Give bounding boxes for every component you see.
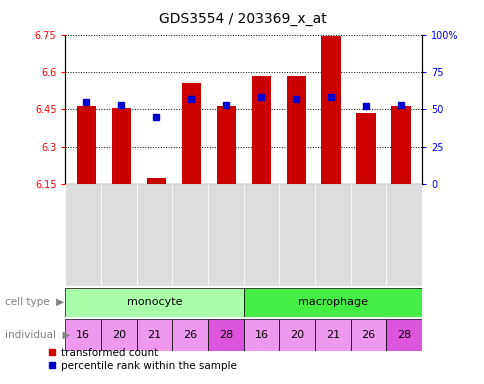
Bar <box>76 106 96 184</box>
Text: GDS3554 / 203369_x_at: GDS3554 / 203369_x_at <box>158 12 326 25</box>
Bar <box>101 319 136 351</box>
Bar <box>279 319 314 351</box>
Bar <box>216 106 235 184</box>
Text: 28: 28 <box>396 330 410 340</box>
Text: individual  ▶: individual ▶ <box>5 330 70 340</box>
Bar <box>147 178 166 184</box>
Bar <box>136 184 172 286</box>
Bar <box>251 76 270 184</box>
Bar <box>65 288 243 317</box>
Text: 26: 26 <box>361 330 375 340</box>
Text: 21: 21 <box>325 330 339 340</box>
Text: 20: 20 <box>112 330 126 340</box>
Bar <box>350 184 385 286</box>
Bar <box>286 76 305 184</box>
Bar <box>172 184 208 286</box>
Bar <box>385 184 421 286</box>
Bar <box>314 184 350 286</box>
Text: 21: 21 <box>147 330 161 340</box>
Text: 16: 16 <box>254 330 268 340</box>
Text: monocyte: monocyte <box>127 297 182 308</box>
Bar <box>321 36 340 184</box>
Legend: transformed count, percentile rank within the sample: transformed count, percentile rank withi… <box>44 344 240 375</box>
Bar <box>208 184 243 286</box>
Bar <box>65 184 101 286</box>
Bar <box>385 319 421 351</box>
Bar <box>314 319 350 351</box>
Bar <box>243 288 421 317</box>
Bar <box>111 108 131 184</box>
Bar <box>243 184 279 286</box>
Bar <box>208 319 243 351</box>
Bar <box>356 113 375 184</box>
Text: 26: 26 <box>183 330 197 340</box>
Bar <box>65 319 101 351</box>
Bar <box>182 83 200 184</box>
Bar <box>279 184 314 286</box>
Text: macrophage: macrophage <box>297 297 367 308</box>
Bar <box>136 319 172 351</box>
Text: 16: 16 <box>76 330 90 340</box>
Text: cell type  ▶: cell type ▶ <box>5 297 64 308</box>
Bar <box>243 319 279 351</box>
Bar <box>350 319 385 351</box>
Text: 20: 20 <box>289 330 303 340</box>
Bar <box>391 106 410 184</box>
Bar <box>172 319 208 351</box>
Text: 28: 28 <box>218 330 232 340</box>
Bar <box>101 184 136 286</box>
